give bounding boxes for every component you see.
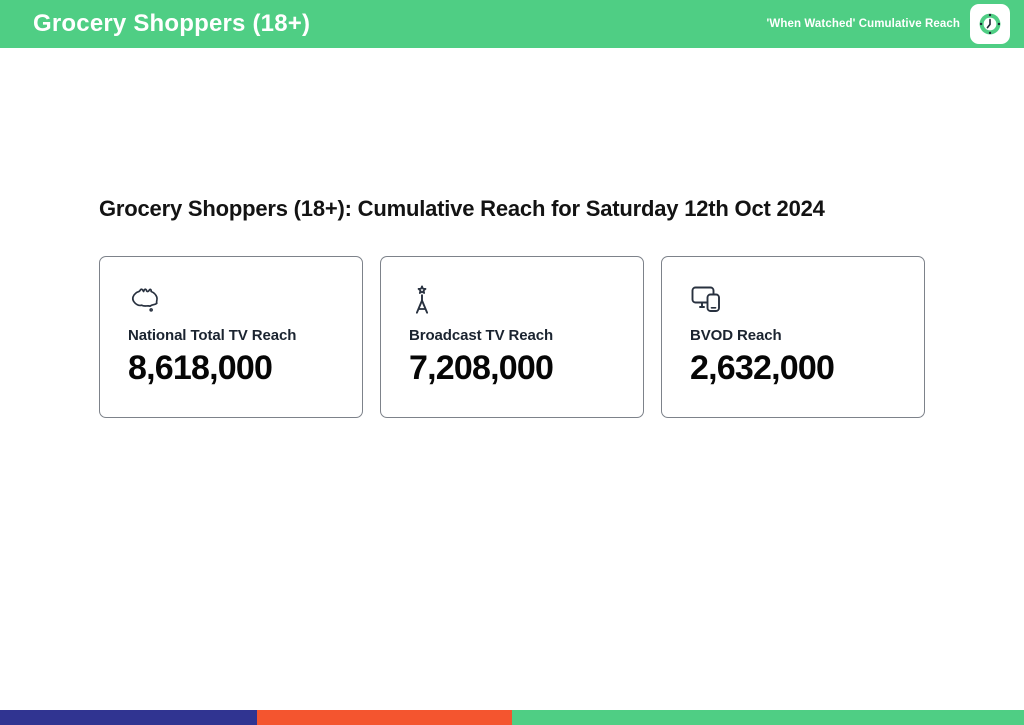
- footer-green-segment: [511, 710, 1024, 725]
- page-title: Grocery Shoppers (18+): Cumulative Reach…: [99, 196, 825, 221]
- header-bar: Grocery Shoppers (18+) 'When Watched' Cu…: [0, 0, 1024, 48]
- footer-navy-segment: [0, 710, 258, 725]
- kpi-value: 2,632,000: [690, 349, 835, 387]
- kpi-label: National Total TV Reach: [128, 327, 297, 344]
- kpi-value: 7,208,000: [409, 349, 554, 387]
- kpi-label: Broadcast TV Reach: [409, 327, 554, 344]
- kpi-value: 8,618,000: [128, 349, 273, 387]
- main-content: Grocery Shoppers (18+): Cumulative Reach…: [0, 48, 1024, 418]
- australia-map-icon: [128, 284, 334, 320]
- kpi-card-national-total-tv: National Total TV Reach 8,618,000: [99, 256, 363, 418]
- broadcast-tower-icon: [409, 284, 615, 320]
- header-title: Grocery Shoppers (18+): [33, 10, 311, 37]
- clock-button[interactable]: [970, 4, 1010, 44]
- kpi-card-bvod: BVOD Reach 2,632,000: [661, 256, 925, 418]
- header-subtitle: 'When Watched' Cumulative Reach: [766, 18, 960, 30]
- footer-orange-segment: [257, 710, 512, 725]
- header-right-group: 'When Watched' Cumulative Reach: [767, 4, 1010, 44]
- kpi-label: BVOD Reach: [690, 327, 782, 344]
- footer-accent-bar: [0, 710, 1024, 725]
- kpi-card-broadcast-tv: Broadcast TV Reach 7,208,000: [380, 256, 644, 418]
- kpi-cards-row: National Total TV Reach 8,618,000 Broadc…: [99, 256, 925, 418]
- clock-icon: [974, 8, 1006, 40]
- tv-devices-icon: [690, 284, 896, 320]
